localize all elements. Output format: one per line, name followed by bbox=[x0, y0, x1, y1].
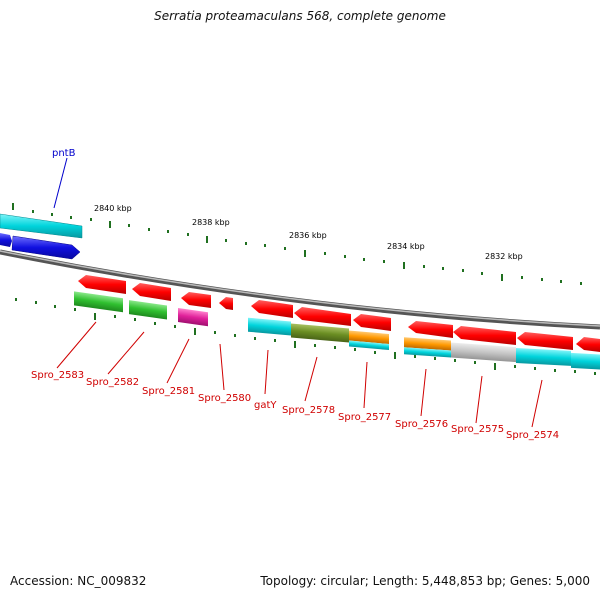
gene-label-spro-2577: Spro_2577 bbox=[338, 412, 391, 423]
gene-label-gaty: gatY bbox=[254, 400, 277, 411]
gene-label-spro-2581: Spro_2581 bbox=[142, 386, 195, 397]
scale-label-2836: 2836 kbp bbox=[289, 231, 327, 240]
scale-label-2838: 2838 kbp bbox=[192, 218, 230, 227]
gene-label-spro-2580: Spro_2580 bbox=[198, 393, 251, 404]
pntb-gene-region[interactable] bbox=[0, 213, 83, 260]
gene-label-spro-2576: Spro_2576 bbox=[395, 419, 448, 430]
gene-label-pntb: pntB bbox=[52, 148, 76, 159]
gene-leader-lines bbox=[56, 321, 543, 428]
genome-summary-text: Topology: circular; Length: 5,448,853 bp… bbox=[260, 574, 590, 588]
reverse-strand-genes[interactable] bbox=[78, 275, 600, 352]
gene-label-spro-2574: Spro_2574 bbox=[506, 430, 559, 441]
forward-strand-genes[interactable] bbox=[74, 291, 600, 370]
scale-label-2840: 2840 kbp bbox=[94, 204, 132, 213]
genome-title: Serratia proteamaculans 568, complete ge… bbox=[154, 9, 446, 23]
gene-label-spro-2575: Spro_2575 bbox=[451, 424, 504, 435]
genome-backbone bbox=[0, 249, 600, 330]
outer-tick-marks bbox=[12, 203, 582, 285]
gene-label-spro-2583: Spro_2583 bbox=[31, 370, 84, 381]
gene-label-spro-2582: Spro_2582 bbox=[86, 377, 139, 388]
scale-label-2832: 2832 kbp bbox=[485, 252, 523, 261]
inner-tick-marks bbox=[15, 298, 596, 375]
scale-label-2834: 2834 kbp bbox=[387, 242, 425, 251]
gene-label-spro-2578: Spro_2578 bbox=[282, 405, 335, 416]
accession-text: Accession: NC_009832 bbox=[10, 574, 147, 588]
